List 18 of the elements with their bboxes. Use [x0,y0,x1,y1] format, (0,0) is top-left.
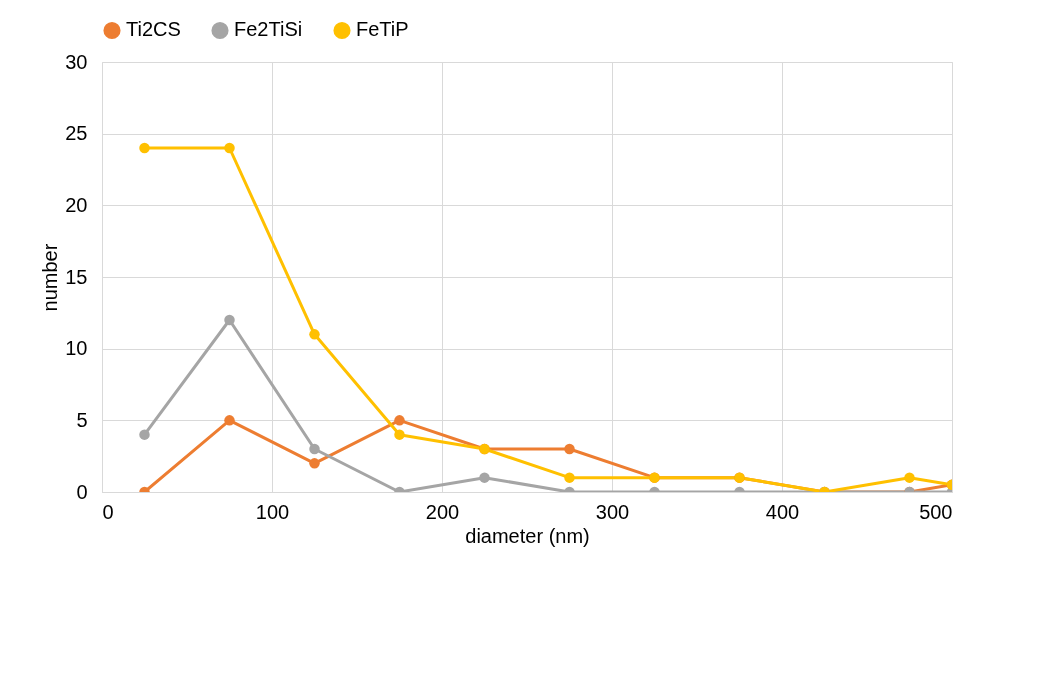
y-tick-label: 30 [65,50,88,73]
y-tick-label: 25 [65,122,88,145]
y-axis-title: number [39,243,62,312]
x-tick-label: 300 [595,500,630,523]
y-tick-label: 10 [65,337,88,360]
legend-label: Ti2CS [126,18,181,41]
x-tick-label: 500 [919,500,953,523]
legend-label: Fe2TiSi [234,18,303,41]
x-tick-label: 200 [425,500,460,523]
x-tick-label: 0 [102,500,114,523]
x-tick-label: 100 [255,500,290,523]
y-tick-label: 5 [76,408,88,431]
legend-label: FeTiP [356,18,409,41]
y-tick-label: 0 [76,480,88,503]
x-axis-title: diameter (nm) [465,524,590,547]
x-tick-label: 400 [765,500,800,523]
y-tick-label: 20 [65,193,88,216]
y-tick-label: 15 [65,265,88,288]
